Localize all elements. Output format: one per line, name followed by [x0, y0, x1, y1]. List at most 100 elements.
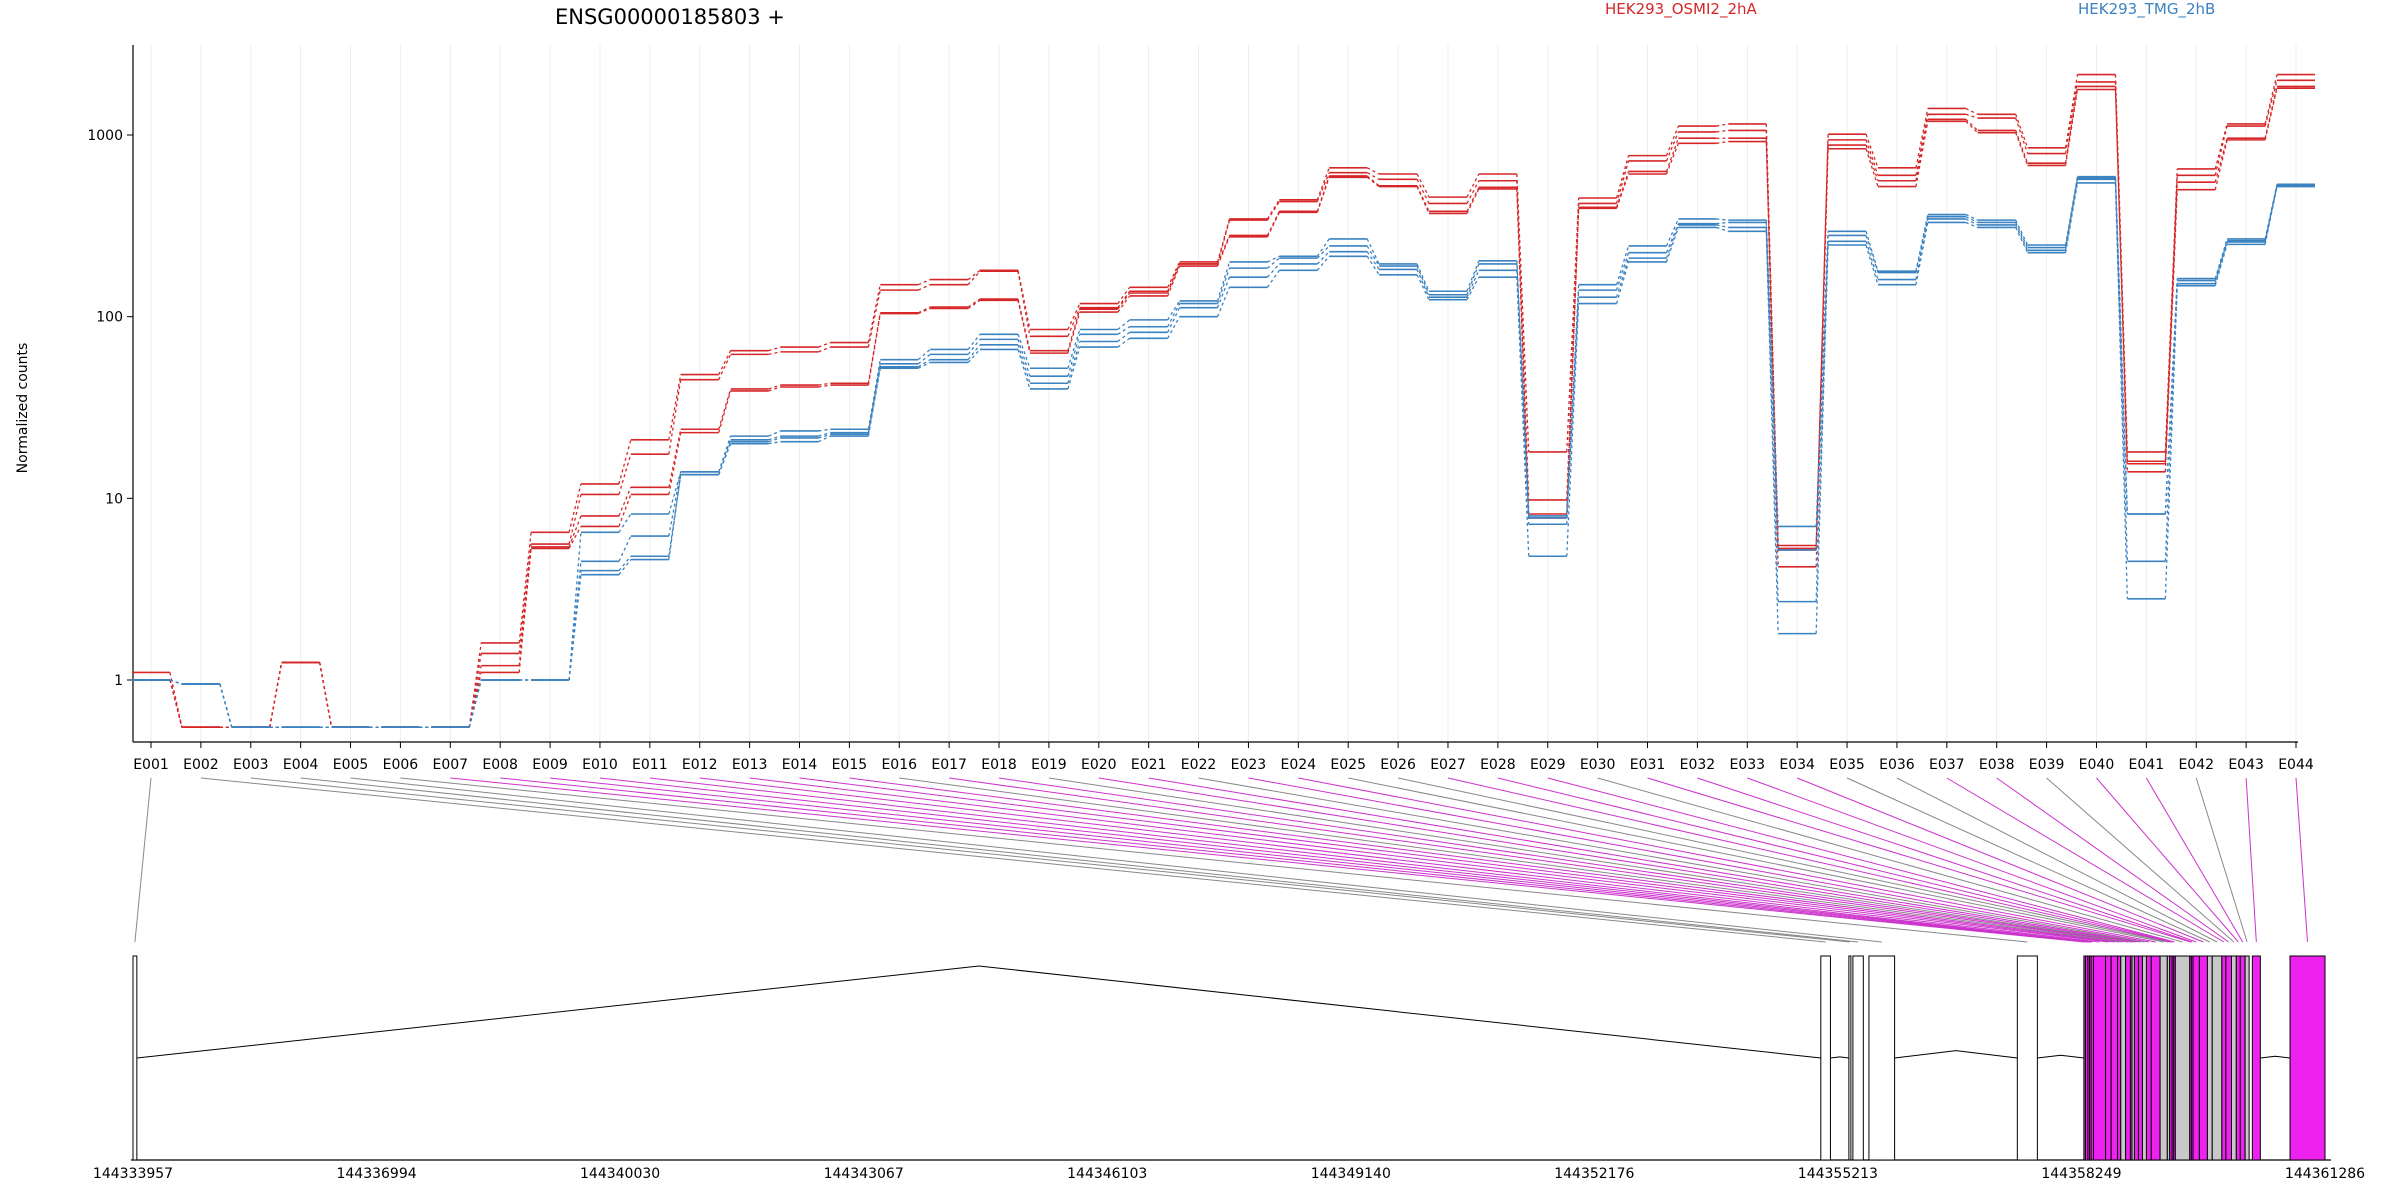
data-connector: [1216, 267, 1231, 304]
intron-line: [1830, 1056, 1849, 1059]
data-connector: [618, 559, 632, 576]
data-connector: [618, 494, 632, 527]
data-connector: [1466, 173, 1480, 198]
exon-connector: [1996, 777, 2229, 943]
data-connector: [1865, 241, 1879, 280]
data-connector: [867, 289, 881, 348]
x-tick-label: E011: [632, 757, 668, 773]
data-connector: [1765, 227, 1779, 602]
data-connector: [1266, 263, 1280, 278]
intron-line: [2260, 1055, 2291, 1059]
data-connector: [2164, 285, 2178, 599]
data-connector: [2015, 114, 2029, 149]
data-connector: [1267, 257, 1280, 269]
data-connector: [1067, 308, 1081, 351]
x-tick-label: E024: [1281, 757, 1317, 773]
data-connector: [2164, 283, 2178, 562]
data-connector: [1466, 270, 1480, 298]
data-connector: [2264, 74, 2278, 125]
data-connector: [468, 653, 482, 728]
x-tick-label: E027: [1430, 757, 1466, 773]
x-tick-label: E006: [383, 757, 419, 773]
exon-box: [2120, 955, 2127, 1161]
data-connector: [818, 435, 831, 443]
exon-connector: [200, 777, 1826, 943]
data-connector: [1665, 131, 1679, 162]
genomic-coordinate-label: 144343067: [824, 1166, 904, 1182]
exon-connector: [1547, 777, 2175, 943]
data-connector: [1416, 179, 1430, 204]
data-connector: [1117, 290, 1131, 309]
data-connector: [1266, 212, 1280, 238]
data-connector: [2214, 138, 2228, 183]
x-tick-label: E001: [133, 757, 169, 773]
exon-connector: [500, 777, 2087, 943]
vertical-grid: [150, 45, 2297, 742]
data-connector: [1366, 251, 1380, 270]
data-connector: [319, 662, 333, 728]
exon-connector: [998, 777, 2132, 943]
data-connector: [1466, 260, 1480, 292]
data-connector: [1965, 218, 1978, 226]
genomic-coordinate-label: 144358249: [2041, 1166, 2121, 1182]
data-connector: [1865, 144, 1879, 181]
data-connector: [1965, 118, 1979, 131]
data-connector: [917, 278, 931, 286]
y-tick-label: 100: [96, 310, 123, 326]
data-connector: [1067, 334, 1081, 377]
data-connector: [1316, 251, 1330, 265]
data-connector: [1915, 119, 1929, 181]
data-connector: [1915, 114, 1929, 176]
data-connector: [1067, 341, 1081, 384]
x-tick-label: E044: [2278, 757, 2314, 773]
data-connector: [1566, 303, 1580, 557]
exon-box: [2230, 955, 2237, 1161]
data-connector: [718, 439, 732, 473]
exon-connector: [1796, 777, 2204, 943]
data-connector: [2214, 240, 2228, 281]
exon-connector: [2096, 777, 2239, 943]
exon-connector: [649, 777, 2093, 943]
data-connector: [618, 439, 632, 485]
data-connector: [2214, 139, 2228, 190]
data-connector: [1616, 160, 1630, 204]
data-connector: [1117, 286, 1131, 304]
series-lines: [132, 73, 2315, 728]
data-connector: [468, 679, 482, 728]
genomic-coordinate-label: 144361286: [2285, 1166, 2365, 1182]
intron-line: [2037, 1054, 2084, 1059]
x-tick-label: E019: [1031, 757, 1067, 773]
data-connector: [1117, 326, 1131, 335]
data-connector: [2214, 241, 2228, 284]
data-connector: [2064, 74, 2079, 148]
exon-connector: [1846, 777, 2211, 943]
data-connector: [718, 350, 732, 375]
exon-box: [2016, 955, 2038, 1161]
exon-box: [1852, 955, 1864, 1161]
data-connector: [1017, 271, 1031, 337]
x-tick-label: E014: [782, 757, 818, 773]
exon-connector: [1198, 777, 2145, 943]
data-connector: [169, 679, 183, 685]
exon-box: [2174, 955, 2191, 1161]
exon-connector: [1647, 777, 2191, 943]
exon-connector: [250, 777, 1850, 943]
exon-connector: [799, 777, 2115, 943]
data-connector: [1167, 300, 1181, 321]
data-connector: [917, 361, 931, 369]
data-connector: [818, 384, 831, 388]
data-connector: [1466, 180, 1480, 204]
genomic-coordinate-labels: 144333957 144336994 144340030 144343067 1443…: [93, 1166, 2365, 1182]
data-connector: [2114, 179, 2128, 562]
data-connector: [768, 384, 781, 390]
data-connector: [1366, 175, 1380, 187]
x-tick-label: E043: [2228, 757, 2264, 773]
data-connector: [1965, 221, 1978, 229]
x-tick-label: E010: [582, 757, 618, 773]
legend-entry-osmi2: HEK293_OSMI2_2hA: [1605, 0, 1758, 19]
data-connector: [1616, 155, 1630, 199]
data-connector: [2015, 224, 2029, 251]
x-tick-label: E016: [881, 757, 917, 773]
genomic-coordinate-label: 144349140: [1311, 1166, 1391, 1182]
data-connector: [1865, 235, 1879, 273]
